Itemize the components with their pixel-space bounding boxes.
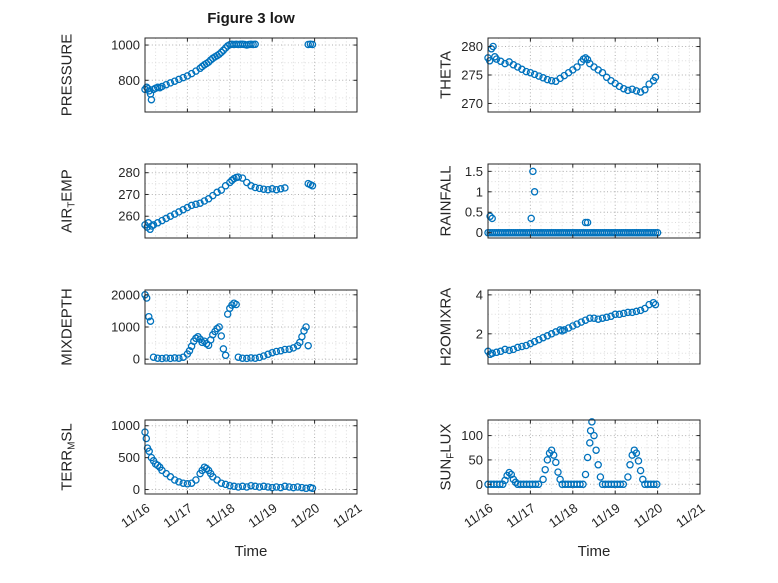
rainfall-grid (488, 164, 700, 238)
theta-markers (484, 42, 660, 96)
theta-axis: 270 275 280 (461, 38, 701, 112)
pressure-plot-area: 800 1000 (97, 30, 363, 125)
mixdepth-plot: 0 1000 2000 (111, 287, 358, 367)
theta-grid (488, 38, 700, 112)
rainfall-plot: 0 0.5 1 1.5 (465, 163, 701, 240)
sunflux-y-tick-label: 100 (461, 428, 483, 443)
pressure-y-tick-label: 1000 (111, 38, 140, 53)
airtemp-grid (145, 164, 357, 238)
pressure-axis: 800 1000 (111, 38, 358, 112)
sunflux-y-tick-label: 0 (476, 477, 483, 492)
pressure-y-tick-label: 800 (118, 73, 140, 88)
mixdepth-axis: 0 1000 2000 (111, 287, 358, 367)
terrmsl-x-tick-label: 11/17 (161, 500, 195, 530)
theta-plot: 270 275 280 (461, 37, 701, 113)
sunflux-x-tick-label: 11/20 (631, 500, 665, 530)
airtemp-plot: 260 270 280 (118, 163, 358, 239)
subplot-pressure: PRESSURE 800 1000 (59, 30, 363, 120)
mixdepth-ylabel: MIXDEPTH (58, 288, 76, 366)
subplot-mixdepth: MIXDEPTH 0 1000 2000 (59, 282, 363, 372)
h2omixra-markers (484, 298, 660, 359)
sunflux-x-tick-label: 11/18 (546, 500, 580, 530)
airtemp-ylabel: AIRTEMP (58, 169, 78, 233)
terrmsl-markers (141, 428, 317, 493)
h2omixra-axis: 24 (476, 287, 701, 364)
subplot-terrmsl: TERRMSL 11/16 11/17 11/18 11/19 11/20 11/21 0 5… (59, 412, 365, 564)
h2omixra-y-tick-label: 2 (476, 326, 483, 341)
terrmsl-x-tick-label: 11/21 (330, 500, 363, 530)
rainfall-y-tick-label: 0.5 (465, 205, 483, 220)
terrmsl-y-tick-label: 500 (118, 450, 140, 465)
terrmsl-x-tick-label: 11/19 (245, 500, 279, 530)
theta-y-tick-label: 280 (461, 39, 483, 54)
airtemp-axis: 260 270 280 (118, 164, 358, 238)
rainfall-y-tick-label: 1 (476, 184, 483, 199)
pressure-plot: 800 1000 (111, 37, 358, 113)
rainfall-plot-area: 0 0.5 1 1.5 (440, 156, 706, 251)
rainfall-y-tick-label: 1.5 (465, 164, 483, 179)
sunflux-plot-area: 11/16 11/17 11/18 11/19 11/20 11/21 0 50 100 Time (440, 412, 708, 569)
sunflux-x-tick-label: 11/19 (588, 500, 622, 530)
subplot-theta: THETA 270 275 280 (438, 30, 706, 120)
subplot-rainfall: RAINFALL 0 0.5 1 1.5 (438, 156, 706, 246)
terrmsl-y-tick-label: 1000 (111, 418, 140, 433)
rainfall-y-tick-label: 0 (476, 225, 483, 240)
theta-y-tick-label: 275 (461, 68, 483, 83)
sunflux-xlabel: Time (578, 543, 611, 560)
pressure-ylabel: PRESSURE (58, 33, 76, 117)
terrmsl-xlabel: Time (235, 543, 268, 560)
h2omixra-plot: 24 (476, 287, 701, 365)
airtemp-y-tick-label: 270 (118, 187, 140, 202)
pressure-grid (145, 38, 357, 112)
terrmsl-plot-area: 11/16 11/17 11/18 11/19 11/20 11/21 0 500 1000 Ti… (97, 412, 365, 569)
terrmsl-x-tick-label: 11/16 (118, 500, 152, 530)
sunflux-x-tick-label: 11/17 (504, 500, 538, 530)
figure-title: Figure 3 low (207, 10, 295, 27)
rainfall-axis: 0 0.5 1 1.5 (465, 164, 701, 240)
h2omixra-grid (488, 290, 700, 364)
airtemp-plot-area: 260 270 280 (97, 156, 363, 251)
h2omixra-y-tick-label: 4 (476, 287, 483, 302)
subplot-sunflux: SUNFLUX 11/16 11/17 11/18 11/19 11/20 11/21 0 5… (438, 412, 708, 564)
mixdepth-markers (141, 291, 312, 363)
mixdepth-grid (145, 290, 357, 364)
theta-y-tick-label: 270 (461, 96, 483, 111)
terrmsl-y-tick-label: 0 (133, 482, 140, 497)
airtemp-y-tick-label: 280 (118, 165, 140, 180)
mixdepth-y-tick-label: 2000 (111, 287, 140, 302)
theta-plot-area: 270 275 280 (440, 30, 706, 125)
airtemp-y-tick-label: 260 (118, 209, 140, 224)
terrmsl-x-tick-label: 11/20 (288, 500, 322, 530)
rainfall-markers (484, 167, 662, 237)
terrmsl-plot: 11/16 11/17 11/18 11/19 11/20 11/21 0 500 1000 Ti… (111, 418, 365, 560)
sunflux-y-tick-label: 50 (469, 452, 483, 467)
mixdepth-plot-area: 0 1000 2000 (97, 282, 363, 377)
airtemp-markers (141, 173, 317, 234)
sunflux-plot: 11/16 11/17 11/18 11/19 11/20 11/21 0 50 100 Time (461, 418, 708, 560)
sunflux-markers (484, 418, 661, 489)
mixdepth-y-tick-label: 1000 (111, 320, 140, 335)
pressure-markers (141, 40, 317, 104)
terrmsl-ylabel: TERRMSL (58, 423, 78, 491)
mixdepth-y-tick-label: 0 (133, 352, 140, 367)
subplot-airtemp: AIRTEMP 260 270 280 (59, 156, 363, 246)
sunflux-x-tick-label: 11/21 (673, 500, 706, 530)
terrmsl-x-tick-label: 11/18 (203, 500, 237, 530)
sunflux-x-tick-label: 11/16 (461, 500, 495, 530)
